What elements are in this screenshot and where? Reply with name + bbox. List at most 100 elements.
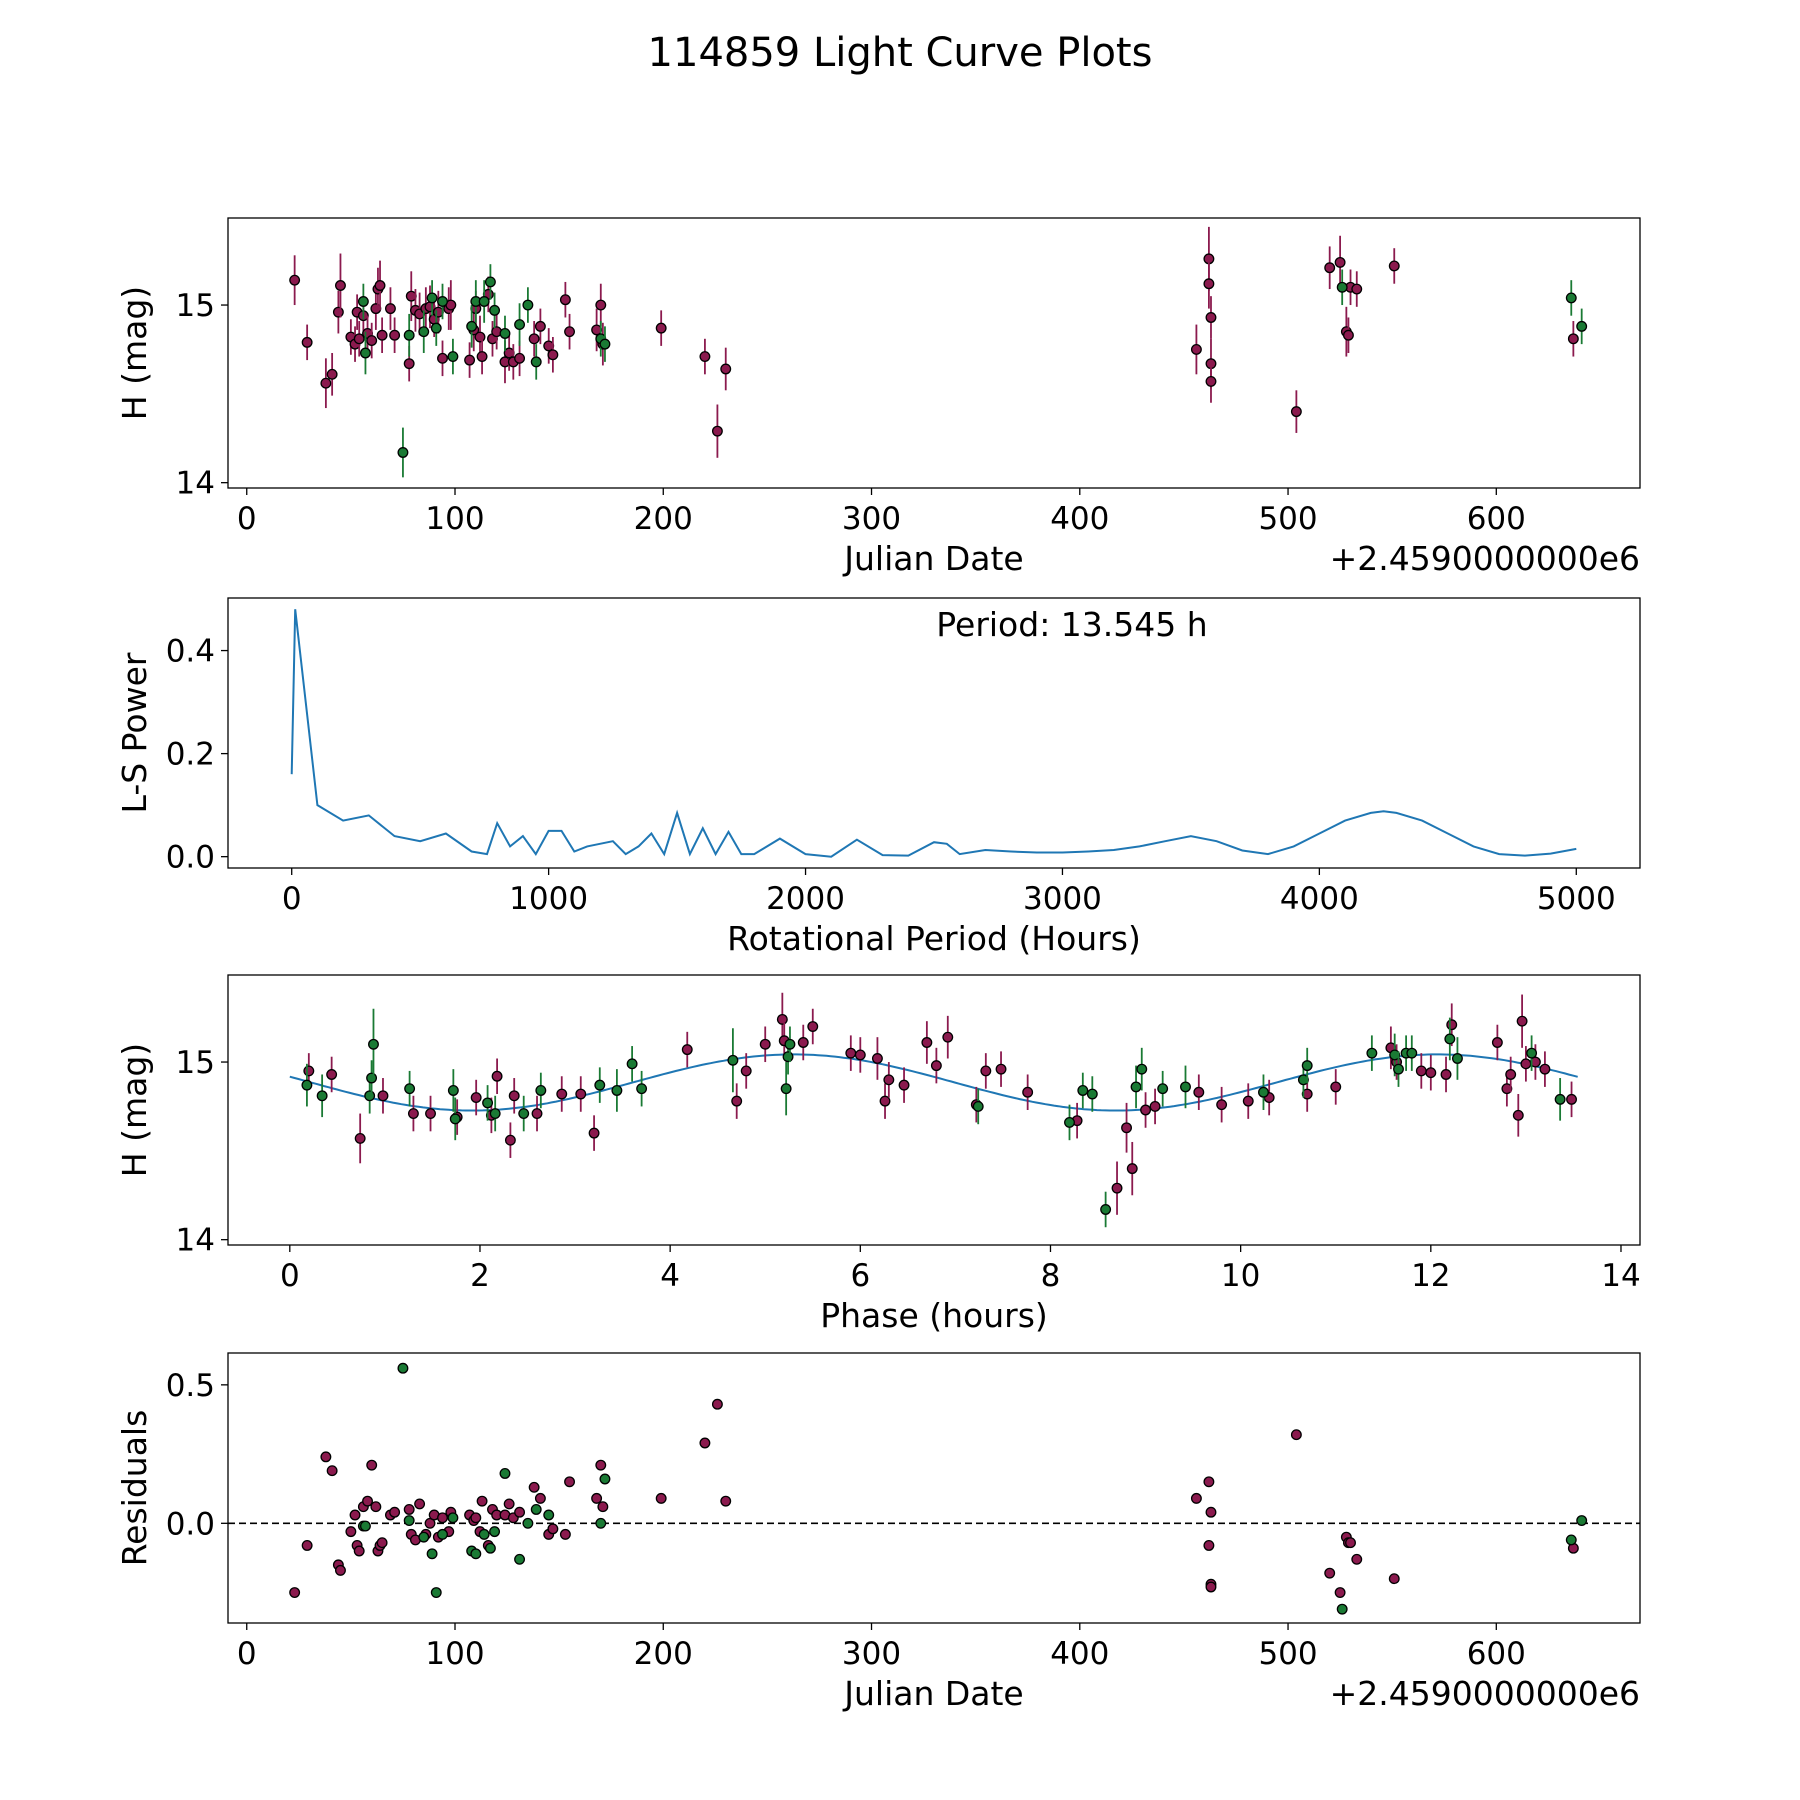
data-point-green-band: [426, 1548, 438, 1560]
x-tick-label: 500: [1258, 1636, 1317, 1672]
data-point-red-band: [1121, 1122, 1132, 1134]
data-point-green-band: [1157, 1083, 1169, 1095]
data-point-red-band: [1351, 1553, 1363, 1565]
data-point-green-band: [599, 1473, 611, 1485]
data-point-red-band: [332, 306, 344, 318]
data-point-red-band: [854, 1049, 866, 1061]
data-point-green-band: [478, 296, 490, 307]
data-point-red-band: [1516, 1015, 1528, 1027]
data-point-green-band: [1130, 1081, 1142, 1093]
data-point-green-band: [466, 320, 478, 332]
x-tick-label: 4000: [1280, 881, 1359, 917]
panel-phase-folded: 0 2 4 6 8 10 12 14 14 15 Phase (hours) H (mag): [115, 974, 1641, 1335]
data-point-red-band: [1290, 1429, 1302, 1441]
data-point-green-band: [514, 1553, 526, 1565]
data-point-green-band: [482, 1097, 494, 1109]
data-point-red-band: [366, 1459, 378, 1471]
data-point-green-band: [403, 329, 415, 341]
data-point-red-band: [797, 1037, 809, 1048]
data-point-green-band: [368, 1038, 379, 1050]
y-tick-label: 0.2: [166, 737, 215, 773]
data-point-red-band: [1330, 1081, 1342, 1093]
data-point-green-band: [447, 1085, 459, 1096]
data-point-green-band: [518, 1108, 530, 1120]
data-point-red-band: [326, 368, 338, 380]
x-tick-label: 300: [842, 1636, 901, 1672]
x-tick-label: 12: [1411, 1258, 1450, 1294]
data-point-red-band: [1512, 1109, 1524, 1121]
y-tick-label: 0.0: [166, 1506, 215, 1542]
data-point-green-band: [1301, 1060, 1313, 1072]
data-point-red-band: [1242, 1095, 1254, 1107]
data-point-red-band: [1539, 1063, 1551, 1075]
data-point-red-band: [1324, 262, 1336, 274]
data-point-red-band: [384, 303, 396, 315]
y-tick-label: 15: [176, 288, 215, 324]
data-point-red-band: [1567, 333, 1579, 345]
x-tick-label: 0: [280, 1258, 300, 1294]
data-point-green-band: [1297, 1074, 1309, 1086]
data-point-green-band: [437, 1528, 448, 1540]
data-point-green-band: [447, 1512, 459, 1524]
x-tick-label: 300: [842, 501, 901, 537]
data-point-red-band: [470, 1512, 482, 1524]
data-point-red-band: [655, 322, 667, 334]
data-point-red-band: [403, 1504, 415, 1515]
x-tick-label: 5000: [1537, 881, 1616, 917]
data-point-green-band: [499, 1468, 511, 1479]
data-point-red-band: [1203, 1540, 1215, 1551]
data-point-red-band: [564, 1476, 575, 1488]
data-point-green-band: [1565, 1534, 1577, 1546]
data-point-green-band: [522, 299, 534, 311]
data-point-green-band: [530, 356, 542, 368]
data-point-red-band: [1190, 1492, 1202, 1504]
data-point-green-band: [1554, 1093, 1566, 1105]
data-point-green-band: [484, 276, 496, 288]
data-point-red-band: [1415, 1065, 1427, 1077]
data-point-green-band: [784, 1038, 796, 1050]
data-point-green-band: [1393, 1063, 1404, 1075]
axes-frame: [227, 597, 1641, 869]
data-point-green-band: [1258, 1086, 1269, 1098]
data-point-red-band: [476, 351, 488, 363]
data-point-red-band: [437, 1512, 448, 1524]
data-point-red-band: [326, 1069, 338, 1080]
data-point-red-band: [1190, 343, 1202, 355]
y-tick-label: 14: [176, 466, 215, 502]
data-point-green-band: [599, 338, 611, 350]
data-point-green-band: [484, 1542, 496, 1554]
data-point-red-band: [807, 1021, 819, 1032]
data-point-red-band: [655, 1492, 667, 1504]
data-point-red-band: [1440, 1069, 1452, 1080]
x-tick-label: 1000: [509, 881, 588, 917]
data-point-red-band: [407, 1108, 419, 1120]
data-point-red-band: [301, 1540, 313, 1551]
data-point-red-band: [681, 1044, 693, 1056]
x-tick-label: 2000: [766, 881, 845, 917]
data-point-green-band: [780, 1083, 792, 1095]
y-tick-label: 0.0: [166, 840, 215, 876]
data-point-green-band: [1136, 1063, 1148, 1075]
x-tick-label: 8: [1041, 1258, 1061, 1294]
data-point-red-band: [1205, 1581, 1217, 1593]
data-point-red-band: [504, 1134, 516, 1146]
data-point-red-band: [335, 1564, 346, 1576]
data-point-green-band: [1077, 1085, 1089, 1096]
data-point-red-band: [731, 1095, 743, 1107]
data-point-green-band: [535, 1085, 547, 1096]
data-point-red-band: [1501, 1083, 1513, 1095]
x-offset-text: +2.4590000000e6: [1330, 1674, 1640, 1713]
data-point-red-band: [514, 352, 526, 364]
data-point-red-band: [1022, 1086, 1034, 1098]
data-point-green-band: [418, 326, 430, 338]
data-point-red-band: [1203, 278, 1215, 290]
data-point-red-band: [425, 1108, 436, 1120]
axes-frame: [227, 217, 1641, 489]
data-point-green-band: [1451, 1053, 1463, 1064]
y-tick-label: 0.5: [166, 1368, 215, 1404]
data-point-red-band: [1193, 1086, 1205, 1098]
x-tick-label: 600: [1467, 1636, 1526, 1672]
axes-frame: [227, 974, 1641, 1246]
data-point-red-band: [1342, 329, 1354, 341]
data-point-green-band: [470, 1548, 482, 1560]
